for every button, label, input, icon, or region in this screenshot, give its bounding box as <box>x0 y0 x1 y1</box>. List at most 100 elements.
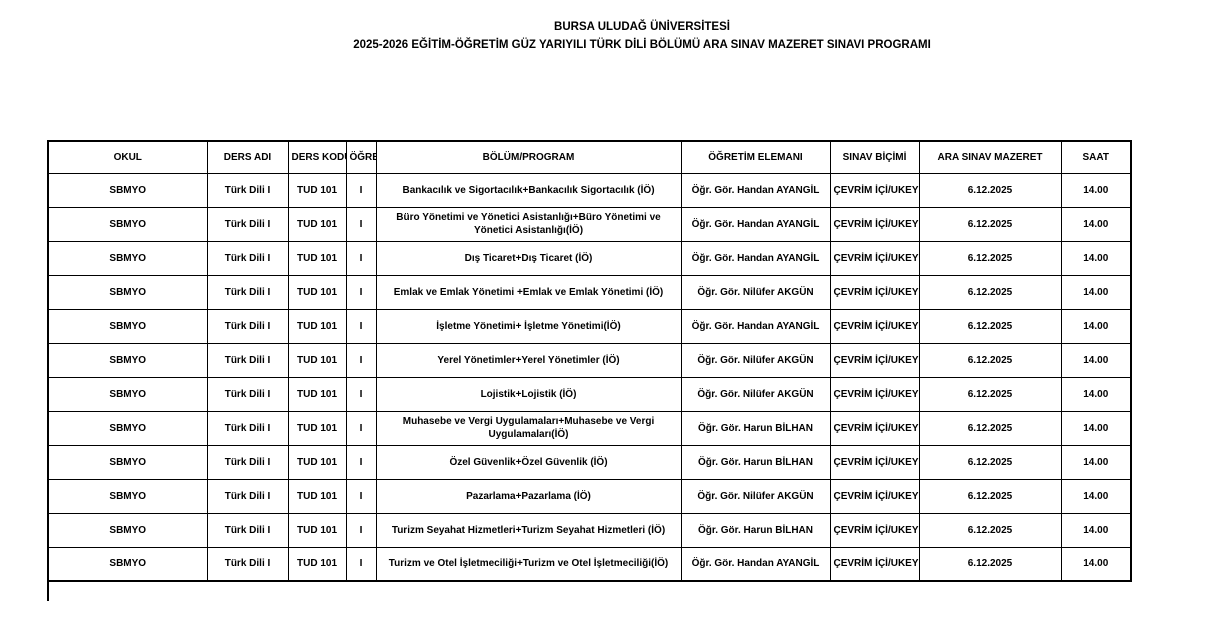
cell-sinav-bicimi: ÇEVRİM İÇİ/UKEY <box>829 308 920 344</box>
cell-saat: 14.00 <box>1060 342 1132 378</box>
cell-ders-adi: Türk Dili I <box>206 444 289 480</box>
cell-okul: SBMYO <box>47 274 208 310</box>
cell-sinav-bicimi: ÇEVRİM İÇİ/UKEY <box>829 206 920 242</box>
next-row-left-border-stub <box>47 578 49 601</box>
cell-ara-sinav-mazeret: 6.12.2025 <box>918 376 1062 412</box>
cell-bolum-program: Muhasebe ve Vergi Uygulamaları+Muhasebe … <box>375 410 682 446</box>
cell-ogretim-elemani: Öğr. Gör. Nilüfer AKGÜN <box>680 376 831 412</box>
cell-ders-adi: Türk Dili I <box>206 172 289 208</box>
cell-okul: SBMYO <box>47 172 208 208</box>
cell-ders-adi: Türk Dili I <box>206 410 289 446</box>
cell-sinav-bicimi: ÇEVRİM İÇİ/UKEY <box>829 376 920 412</box>
cell-saat: 14.00 <box>1060 240 1132 276</box>
header-ders-adi: DERS ADI <box>206 140 289 174</box>
cell-ogretim: I <box>345 274 377 310</box>
cell-ders-kodu: TUD 101 <box>287 512 347 548</box>
cell-ders-kodu: TUD 101 <box>287 376 347 412</box>
cell-ders-adi: Türk Dili I <box>206 240 289 276</box>
cell-sinav-bicimi: ÇEVRİM İÇİ/UKEY <box>829 240 920 276</box>
cell-ara-sinav-mazeret: 6.12.2025 <box>918 546 1062 582</box>
header-sinav-bicimi: SINAV BİÇİMİ <box>829 140 920 174</box>
cell-bolum-program: Bankacılık ve Sigortacılık+Bankacılık Si… <box>375 172 682 208</box>
cell-ders-adi: Türk Dili I <box>206 546 289 582</box>
cell-sinav-bicimi: ÇEVRİM İÇİ/UKEY <box>829 172 920 208</box>
cell-saat: 14.00 <box>1060 546 1132 582</box>
cell-ogretim: I <box>345 308 377 344</box>
table-row: SBMYO Türk Dili I TUD 101 I Büro Yönetim… <box>47 206 1132 242</box>
cell-sinav-bicimi: ÇEVRİM İÇİ/UKEY <box>829 274 920 310</box>
cell-saat: 14.00 <box>1060 376 1132 412</box>
cell-ogretim-elemani: Öğr. Gör. Nilüfer AKGÜN <box>680 342 831 378</box>
cell-saat: 14.00 <box>1060 172 1132 208</box>
exam-table-header: OKUL DERS ADI DERS KODU ÖĞRETİM BÖLÜM/PR… <box>47 140 1132 174</box>
cell-ara-sinav-mazeret: 6.12.2025 <box>918 274 1062 310</box>
table-row: SBMYO Türk Dili I TUD 101 I Emlak ve Eml… <box>47 274 1132 310</box>
cell-okul: SBMYO <box>47 308 208 344</box>
cell-ogretim-elemani: Öğr. Gör. Harun BİLHAN <box>680 410 831 446</box>
table-row: SBMYO Türk Dili I TUD 101 I Turizm Seyah… <box>47 512 1132 548</box>
cell-ara-sinav-mazeret: 6.12.2025 <box>918 512 1062 548</box>
header-ogretim: ÖĞRETİM <box>345 140 377 174</box>
cell-ders-kodu: TUD 101 <box>287 444 347 480</box>
cell-ogretim: I <box>345 478 377 514</box>
table-row: SBMYO Türk Dili I TUD 101 I Yerel Yöneti… <box>47 342 1132 378</box>
cell-bolum-program: Turizm Seyahat Hizmetleri+Turizm Seyahat… <box>375 512 682 548</box>
cell-sinav-bicimi: ÇEVRİM İÇİ/UKEY <box>829 546 920 582</box>
cell-ders-kodu: TUD 101 <box>287 546 347 582</box>
cell-sinav-bicimi: ÇEVRİM İÇİ/UKEY <box>829 512 920 548</box>
cell-okul: SBMYO <box>47 206 208 242</box>
cell-okul: SBMYO <box>47 240 208 276</box>
cell-saat: 14.00 <box>1060 308 1132 344</box>
table-row: SBMYO Türk Dili I TUD 101 I Turizm ve Ot… <box>47 546 1132 582</box>
cell-saat: 14.00 <box>1060 444 1132 480</box>
cell-ara-sinav-mazeret: 6.12.2025 <box>918 206 1062 242</box>
cell-saat: 14.00 <box>1060 274 1132 310</box>
cell-bolum-program: Pazarlama+Pazarlama (İÖ) <box>375 478 682 514</box>
cell-ara-sinav-mazeret: 6.12.2025 <box>918 308 1062 344</box>
table-row: SBMYO Türk Dili I TUD 101 I Pazarlama+Pa… <box>47 478 1132 514</box>
cell-ogretim: I <box>345 206 377 242</box>
cell-saat: 14.00 <box>1060 512 1132 548</box>
cell-ara-sinav-mazeret: 6.12.2025 <box>918 478 1062 514</box>
header-saat: SAAT <box>1060 140 1132 174</box>
cell-ogretim: I <box>345 172 377 208</box>
cell-ogretim-elemani: Öğr. Gör. Nilüfer AKGÜN <box>680 478 831 514</box>
cell-saat: 14.00 <box>1060 478 1132 514</box>
header-ogretim-elemani: ÖĞRETİM ELEMANI <box>680 140 831 174</box>
cell-ders-kodu: TUD 101 <box>287 240 347 276</box>
header-ara-sinav-mazeret: ARA SINAV MAZERET <box>918 140 1062 174</box>
cell-ders-kodu: TUD 101 <box>287 342 347 378</box>
cell-ogretim-elemani: Öğr. Gör. Harun BİLHAN <box>680 512 831 548</box>
exam-schedule-table: OKUL DERS ADI DERS KODU ÖĞRETİM BÖLÜM/PR… <box>47 140 1132 582</box>
cell-ders-adi: Türk Dili I <box>206 478 289 514</box>
header-bolum-program: BÖLÜM/PROGRAM <box>375 140 682 174</box>
cell-ogretim: I <box>345 512 377 548</box>
table-row: SBMYO Türk Dili I TUD 101 I Bankacılık v… <box>47 172 1132 208</box>
cell-okul: SBMYO <box>47 342 208 378</box>
cell-ogretim: I <box>345 546 377 582</box>
cell-ogretim: I <box>345 240 377 276</box>
header-okul: OKUL <box>47 140 208 174</box>
cell-sinav-bicimi: ÇEVRİM İÇİ/UKEY <box>829 410 920 446</box>
cell-ders-kodu: TUD 101 <box>287 410 347 446</box>
document-title: BURSA ULUDAĞ ÜNİVERSİTESİ 2025-2026 EĞİT… <box>0 18 1214 54</box>
cell-bolum-program: Büro Yönetimi ve Yönetici Asistanlığı+Bü… <box>375 206 682 242</box>
title-line-university: BURSA ULUDAĞ ÜNİVERSİTESİ <box>554 21 730 33</box>
cell-ders-kodu: TUD 101 <box>287 308 347 344</box>
cell-sinav-bicimi: ÇEVRİM İÇİ/UKEY <box>829 478 920 514</box>
cell-okul: SBMYO <box>47 512 208 548</box>
table-row: SBMYO Türk Dili I TUD 101 I Dış Ticaret+… <box>47 240 1132 276</box>
cell-ders-kodu: TUD 101 <box>287 172 347 208</box>
cell-ders-kodu: TUD 101 <box>287 206 347 242</box>
header-row: OKUL DERS ADI DERS KODU ÖĞRETİM BÖLÜM/PR… <box>47 140 1132 174</box>
table-row: SBMYO Türk Dili I TUD 101 I Muhasebe ve … <box>47 410 1132 446</box>
cell-ogretim-elemani: Öğr. Gör. Handan AYANGİL <box>680 206 831 242</box>
cell-ders-adi: Türk Dili I <box>206 512 289 548</box>
cell-bolum-program: Turizm ve Otel İşletmeciliği+Turizm ve O… <box>375 546 682 582</box>
cell-bolum-program: Dış Ticaret+Dış Ticaret (İÖ) <box>375 240 682 276</box>
cell-okul: SBMYO <box>47 376 208 412</box>
title-line-program: 2025-2026 EĞİTİM-ÖĞRETİM GÜZ YARIYILI TÜ… <box>353 39 931 51</box>
cell-okul: SBMYO <box>47 444 208 480</box>
cell-ders-adi: Türk Dili I <box>206 206 289 242</box>
